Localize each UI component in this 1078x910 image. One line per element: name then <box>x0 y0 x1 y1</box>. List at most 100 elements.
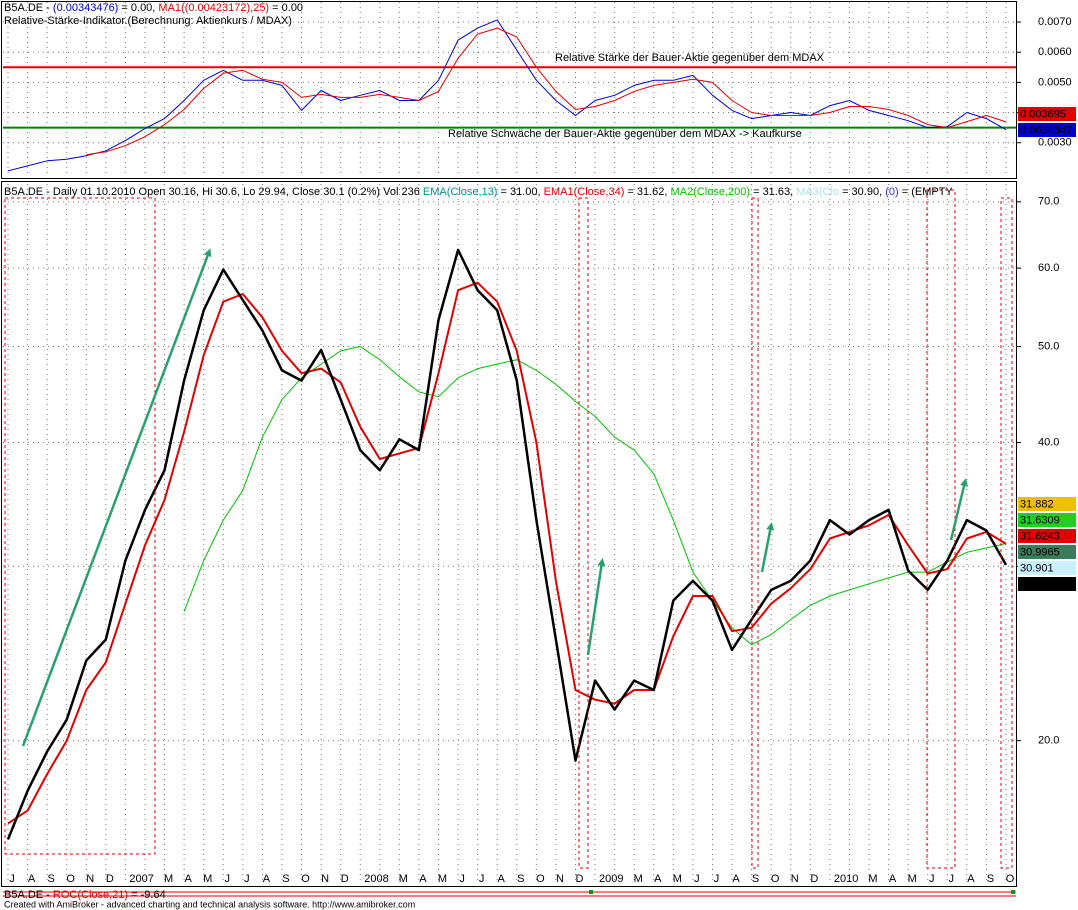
x-tick-label: A <box>184 873 192 885</box>
x-tick-label: A <box>498 873 506 885</box>
trend-arrow <box>21 248 212 747</box>
x-tick-label: S <box>987 873 994 885</box>
pane-header: B5A.DE - Daily 01.10.2010 Open 30.16, Hi… <box>4 186 953 198</box>
x-tick-label: D <box>341 873 349 885</box>
trend-arrow <box>760 522 775 573</box>
header-part: = 30.90, <box>839 186 885 198</box>
x-tick-label: S <box>47 873 54 885</box>
header-part: (0) <box>885 186 898 198</box>
header-part: B5A.DE - Daily 01.10.2010 Open 30.16, Hi… <box>4 186 423 198</box>
lower-pane-frame <box>1 181 1017 887</box>
header-part: = 0.00 <box>269 2 303 14</box>
y-tick-label: 70.0 <box>1038 196 1059 208</box>
x-tick-label: M <box>673 873 682 885</box>
x-tick-label: 2007 <box>129 873 153 885</box>
x-tick-label: A <box>28 873 36 885</box>
highlight-box <box>926 189 956 869</box>
x-tick-label: O <box>1006 873 1015 885</box>
x-tick-label: J <box>929 873 935 885</box>
value-badge <box>1018 123 1076 137</box>
x-tick-label: M <box>399 873 408 885</box>
header-part: ROC(Close,21) <box>53 889 128 901</box>
value-badge <box>1018 577 1076 591</box>
series-line <box>86 27 1007 156</box>
x-tick-label: D <box>810 873 818 885</box>
header-part: B5A.DE - <box>4 889 53 901</box>
series-line <box>6 248 1008 840</box>
pane-header: B5A.DE - (0.00343476) = 0.00, MA1((0.004… <box>4 2 303 14</box>
value-badge-label: 30.1 <box>1020 578 1041 590</box>
annotation: Relative Schwäche der Bauer-Aktie gegenü… <box>448 128 802 140</box>
x-tick-label: N <box>86 873 94 885</box>
x-tick-label: A <box>732 873 740 885</box>
x-tick-label: A <box>654 873 662 885</box>
header-part: = 31.00, <box>497 186 543 198</box>
x-tick-label: S <box>752 873 759 885</box>
pane-subtitle: Relative-Stärke-Indikator.(Berechnung: A… <box>4 15 292 27</box>
roc-marker <box>589 890 593 894</box>
x-tick-label: J <box>459 873 465 885</box>
y-tick-label: 60.0 <box>1038 262 1059 274</box>
header-part: EMA1(Close,34) <box>544 186 625 198</box>
roc-marker <box>1011 890 1015 894</box>
header-part: = 0.00, <box>118 2 158 14</box>
header-part: = 31.62, <box>624 186 670 198</box>
y-tick-label: 0.0030 <box>1038 137 1072 149</box>
roc-strip <box>3 890 1016 897</box>
value-badge <box>1018 545 1076 559</box>
x-tick-label: J <box>694 873 700 885</box>
header-part: = 31.63, <box>750 186 796 198</box>
value-badge <box>1018 529 1076 543</box>
header-part: B5A.DE - <box>4 2 53 14</box>
value-badge-label: 30.9965 <box>1020 546 1060 558</box>
credit: Created with AmiBroker - advanced charti… <box>4 899 415 909</box>
series-line <box>183 346 1007 646</box>
y-tick-label: 0.0050 <box>1038 76 1072 88</box>
x-tick-label: 2009 <box>599 873 623 885</box>
x-tick-label: N <box>791 873 799 885</box>
x-tick-label: 2010 <box>834 873 858 885</box>
header-part: (0.00343476) <box>53 2 118 14</box>
series-line <box>7 19 1007 172</box>
value-badge-label: 0.0034347 <box>1020 124 1072 136</box>
value-badge-label: 30.901 <box>1020 562 1054 574</box>
x-tick-label: M <box>438 873 447 885</box>
header-part: = -9.64 <box>128 889 166 901</box>
y-tick-label: 50.0 <box>1038 340 1059 352</box>
y-tick-label: 0.0070 <box>1038 16 1072 28</box>
x-tick-label: J <box>479 873 485 885</box>
x-tick-label: M <box>868 873 877 885</box>
x-tick-label: N <box>556 873 564 885</box>
annotation-boxes <box>4 189 1013 869</box>
x-tick-label: D <box>106 873 114 885</box>
y-tick-label: 20.0 <box>1038 735 1059 747</box>
x-tick-label: O <box>771 873 780 885</box>
x-tick-label: J <box>714 873 720 885</box>
x-tick-label: S <box>517 873 524 885</box>
value-badge-label: 31.6309 <box>1020 514 1060 526</box>
x-tick-label: M <box>164 873 173 885</box>
x-tick-label: O <box>536 873 545 885</box>
x-tick-label: S <box>282 873 289 885</box>
x-tick-label: M <box>908 873 917 885</box>
header-part: EMA(Close,13) <box>423 186 498 198</box>
y-tick-label: 40.0 <box>1038 436 1059 448</box>
highlight-box <box>4 197 156 855</box>
x-tick-label: M <box>203 873 212 885</box>
x-tick-label: J <box>244 873 250 885</box>
header-part: MA1((0.00423172),25) <box>158 2 269 14</box>
annotation: Relative Stärke der Bauer-Aktie gegenübe… <box>555 52 825 64</box>
x-tick-label: M <box>634 873 643 885</box>
header-part: = (EMPTY <box>899 186 954 198</box>
plot-layer: J A S O N D 2007 M A M J J A S O N D 2008 M A M J J A S O N D 2009 M A… <box>3 2 1076 885</box>
value-badge-label: 31.6243 <box>1020 530 1060 542</box>
value-badge-label: 31.882 <box>1020 498 1054 510</box>
x-tick-label: J <box>225 873 231 885</box>
x-tick-label: 2008 <box>364 873 388 885</box>
value-badge <box>1018 513 1076 527</box>
value-badge-label: 0.003695 <box>1020 108 1066 120</box>
trend-arrow <box>949 478 968 541</box>
header-part: MA3(Clo <box>796 186 839 198</box>
roc-header: B5A.DE - ROC(Close,21) = -9.64 <box>4 889 166 901</box>
